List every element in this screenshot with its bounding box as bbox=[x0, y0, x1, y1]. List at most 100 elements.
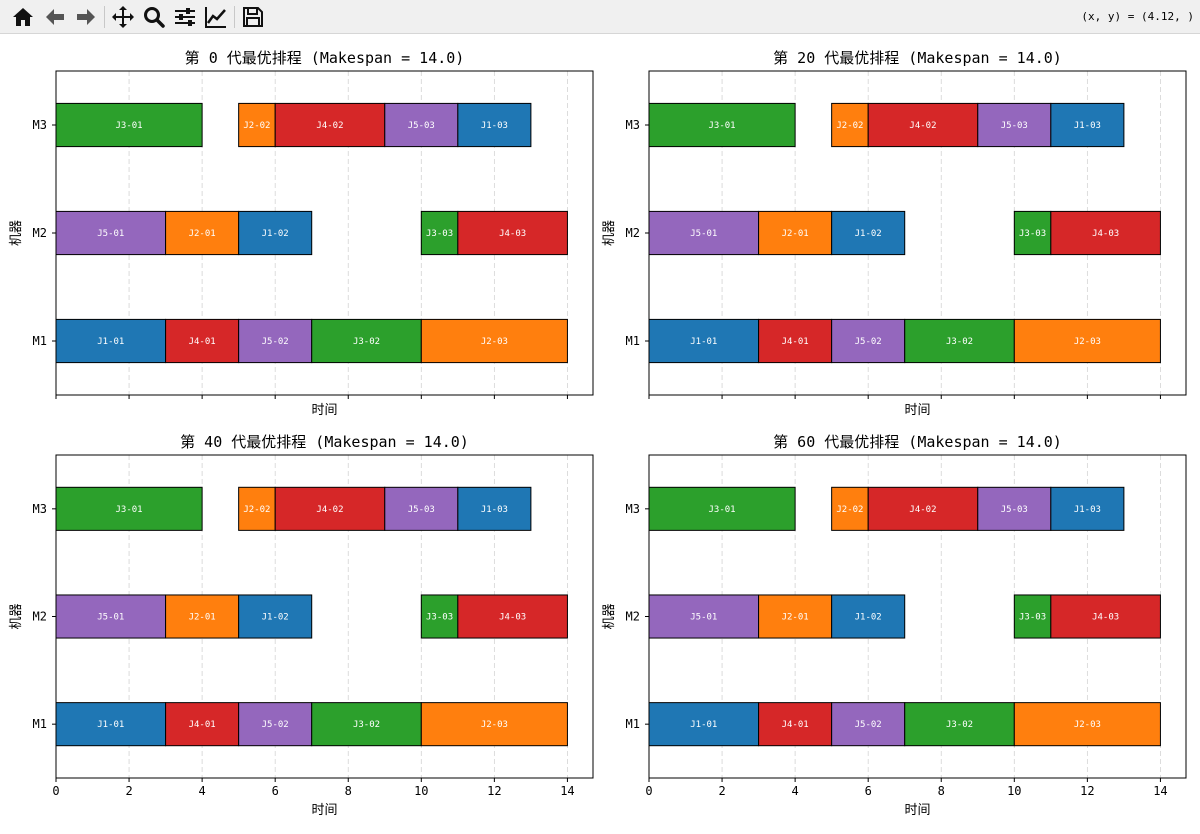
line-chart-icon bbox=[205, 7, 226, 28]
task-label: J4-01 bbox=[782, 337, 809, 347]
task-bar bbox=[648, 486, 796, 531]
task-label: J5-02 bbox=[262, 720, 289, 730]
task-label: J1-02 bbox=[262, 613, 289, 623]
task-bar bbox=[1013, 210, 1052, 256]
task-bar bbox=[238, 486, 276, 531]
task-label: J2-01 bbox=[189, 229, 216, 239]
task-bar bbox=[648, 210, 760, 256]
task-bar bbox=[758, 702, 833, 747]
task-label: J5-02 bbox=[855, 337, 882, 347]
task-label: J5-03 bbox=[408, 121, 435, 131]
task-bar bbox=[238, 318, 313, 364]
floppy-disk-icon bbox=[243, 7, 263, 27]
y-tick-label: M1 bbox=[33, 717, 47, 731]
task-bar bbox=[457, 594, 568, 639]
toolbar-separator bbox=[234, 6, 235, 28]
y-axis-label: 机器 bbox=[602, 220, 617, 246]
task-label: J3-01 bbox=[116, 505, 143, 515]
home-button[interactable] bbox=[10, 4, 36, 30]
task-label: J4-01 bbox=[782, 720, 809, 730]
x-tick-label: 10 bbox=[414, 784, 428, 798]
chart-title: 第 0 代最优排程 (Makespan = 14.0) bbox=[185, 49, 465, 67]
save-button[interactable] bbox=[240, 4, 266, 30]
task-label: J3-03 bbox=[426, 229, 453, 239]
task-label: J1-03 bbox=[481, 505, 508, 515]
task-bar bbox=[55, 594, 167, 639]
forward-button[interactable] bbox=[73, 4, 99, 30]
y-axis-label: 机器 bbox=[9, 603, 24, 629]
task-label: J4-03 bbox=[1092, 229, 1119, 239]
task-bar bbox=[420, 702, 568, 747]
x-tick-label: 12 bbox=[487, 784, 501, 798]
task-bar bbox=[1013, 318, 1161, 364]
task-label: J5-02 bbox=[262, 337, 289, 347]
task-bar bbox=[238, 702, 313, 747]
sliders-icon bbox=[175, 8, 195, 26]
arrow-left-icon bbox=[46, 9, 64, 25]
task-bar bbox=[311, 318, 422, 364]
task-bar bbox=[1050, 486, 1125, 531]
edit-axes-button[interactable] bbox=[203, 4, 229, 30]
y-axis-label: 机器 bbox=[602, 603, 617, 629]
task-label: J2-03 bbox=[481, 720, 508, 730]
task-label: J3-03 bbox=[1019, 229, 1046, 239]
task-bar bbox=[977, 102, 1052, 148]
task-label: J3-02 bbox=[946, 337, 973, 347]
x-tick-label: 0 bbox=[52, 784, 59, 798]
task-label: J1-03 bbox=[1074, 505, 1101, 515]
task-label: J5-01 bbox=[690, 229, 717, 239]
x-tick-label: 6 bbox=[272, 784, 279, 798]
y-tick-label: M3 bbox=[626, 118, 640, 132]
task-label: J3-03 bbox=[1019, 613, 1046, 623]
x-tick-label: 2 bbox=[718, 784, 725, 798]
task-label: J2-02 bbox=[836, 121, 863, 131]
task-label: J2-02 bbox=[243, 505, 270, 515]
task-label: J3-01 bbox=[709, 121, 736, 131]
task-label: J2-01 bbox=[782, 229, 809, 239]
task-label: J3-02 bbox=[353, 337, 380, 347]
task-label: J3-01 bbox=[116, 121, 143, 131]
x-tick-label: 10 bbox=[1007, 784, 1021, 798]
x-axis-label: 时间 bbox=[311, 803, 337, 818]
task-label: J2-02 bbox=[243, 121, 270, 131]
task-bar bbox=[904, 702, 1015, 747]
pan-button[interactable] bbox=[110, 4, 136, 30]
task-bar bbox=[1050, 210, 1161, 256]
task-label: J1-03 bbox=[1074, 121, 1101, 131]
navigation-toolbar: (x, y) = (4.12, ) bbox=[0, 0, 1200, 34]
task-label: J5-01 bbox=[97, 613, 124, 623]
y-tick-label: M1 bbox=[626, 717, 640, 731]
task-bar bbox=[831, 210, 906, 256]
zoom-button[interactable] bbox=[141, 4, 167, 30]
task-label: J3-02 bbox=[353, 720, 380, 730]
y-tick-label: M3 bbox=[33, 502, 47, 516]
back-button[interactable] bbox=[42, 4, 68, 30]
task-bar bbox=[55, 702, 167, 747]
x-axis-label: 时间 bbox=[904, 803, 930, 818]
task-bar bbox=[274, 486, 386, 531]
task-label: J4-03 bbox=[499, 613, 526, 623]
task-label: J2-03 bbox=[1074, 337, 1101, 347]
task-bar bbox=[831, 486, 869, 531]
task-bar bbox=[457, 102, 532, 148]
x-tick-label: 12 bbox=[1080, 784, 1094, 798]
task-bar bbox=[867, 102, 979, 148]
task-bar bbox=[55, 486, 203, 531]
chart-title: 第 40 代最优排程 (Makespan = 14.0) bbox=[180, 433, 469, 451]
x-axis-label: 时间 bbox=[904, 403, 930, 418]
task-label: J4-01 bbox=[189, 720, 216, 730]
y-tick-label: M3 bbox=[626, 502, 640, 516]
y-tick-label: M2 bbox=[626, 610, 640, 624]
y-tick-label: M2 bbox=[33, 610, 47, 624]
task-bar bbox=[977, 486, 1052, 531]
y-axis-label: 机器 bbox=[9, 220, 24, 246]
figure-canvas: J1-01 J4-01 J5-02 J3-02 J2-03 J5-01 J2-01 J1-02… bbox=[9, 49, 1187, 818]
task-label: J3-03 bbox=[426, 613, 453, 623]
cursor-coordinates: (x, y) = (4.12, ) bbox=[1081, 10, 1194, 23]
task-bar bbox=[165, 594, 240, 639]
task-bar bbox=[384, 102, 459, 148]
configure-subplots-button[interactable] bbox=[172, 4, 198, 30]
task-bar bbox=[1050, 102, 1125, 148]
task-bar bbox=[648, 102, 796, 148]
y-tick-label: M2 bbox=[33, 226, 47, 240]
